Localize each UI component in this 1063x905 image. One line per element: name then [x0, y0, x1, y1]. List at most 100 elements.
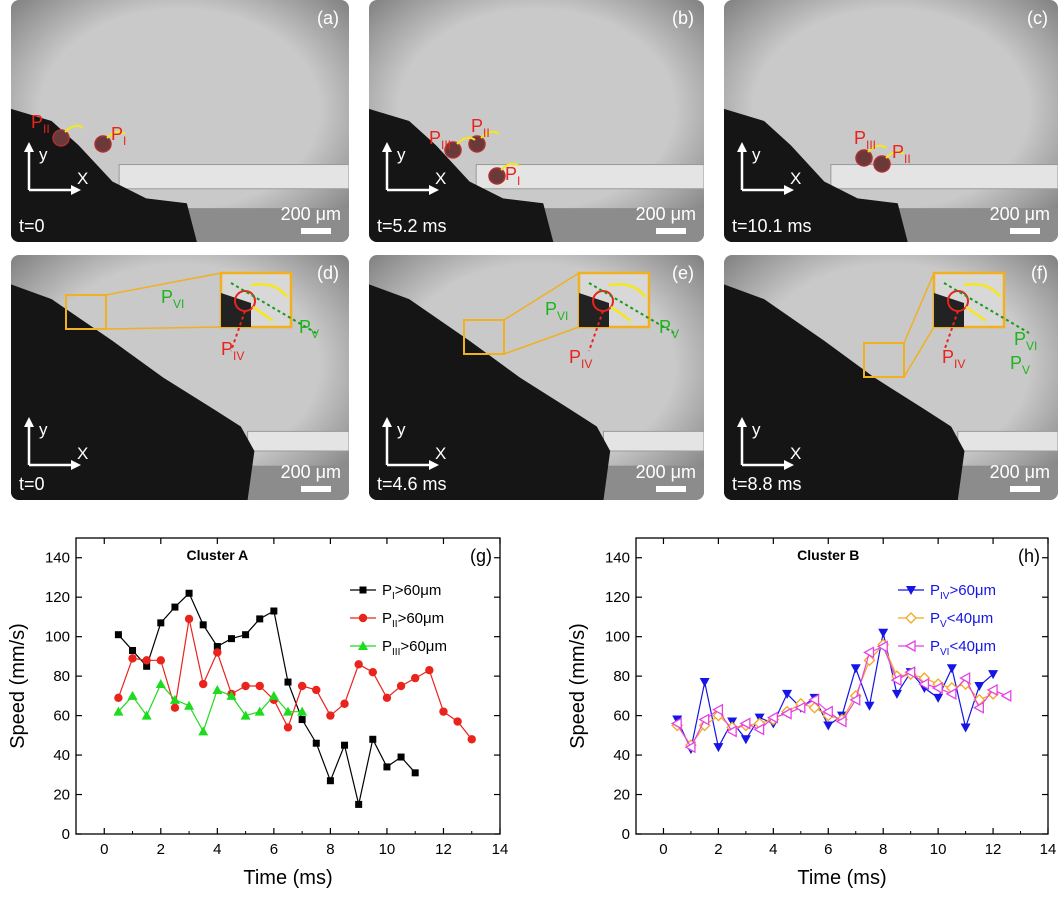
- x-tick-label: 2: [157, 841, 165, 858]
- data-point-III: [283, 706, 293, 716]
- time-label: t=0: [19, 474, 45, 494]
- data-point-III: [184, 700, 195, 710]
- particle-label: PI: [111, 124, 126, 148]
- y-axis-label: y: [752, 420, 761, 439]
- data-point-IV: [960, 723, 971, 733]
- data-point-I: [270, 607, 278, 615]
- data-point-II: [184, 614, 194, 624]
- data-point-II: [213, 648, 222, 657]
- data-point-IV: [891, 689, 902, 699]
- panel-letter: (a): [317, 8, 339, 28]
- data-point-VI: [766, 711, 778, 724]
- y-tick-label: 140: [45, 550, 70, 567]
- data-point-I: [157, 619, 165, 627]
- data-point-II: [241, 681, 250, 691]
- data-point-I: [242, 631, 250, 639]
- data-point-VI: [876, 640, 888, 653]
- data-point-IV: [823, 721, 834, 731]
- data-point-VI: [890, 673, 902, 687]
- data-point-II: [467, 735, 476, 744]
- particle-cluster: [369, 108, 554, 242]
- y-tick-label: 60: [53, 708, 70, 725]
- motion-arrow: [500, 162, 520, 171]
- data-point-III: [254, 706, 265, 716]
- data-point-IV: [850, 664, 861, 674]
- photo-panel-c: y X (c) t=10.1 ms 200 μm PIII PII: [724, 0, 1058, 242]
- particle-label: PI: [505, 164, 520, 188]
- tracked-particle-circle: [52, 129, 70, 147]
- data-point-IV: [740, 735, 751, 745]
- data-point-VI: [849, 693, 861, 706]
- panel-letter: (f): [1031, 263, 1048, 283]
- y-tick-label: 0: [622, 826, 630, 843]
- data-point-III: [297, 706, 308, 716]
- x-axis-title: Time (ms): [797, 867, 886, 889]
- data-point-IV: [878, 628, 889, 638]
- x-tick-label: 0: [100, 841, 108, 858]
- legend-marker: [904, 639, 916, 653]
- data-point-III: [155, 679, 166, 689]
- legend-entry: PV<40μm: [930, 610, 993, 630]
- y-axis-label: y: [397, 420, 406, 439]
- particle-cluster: [724, 108, 908, 242]
- y-tick-label: 20: [613, 787, 630, 804]
- tracked-particle-circle: [444, 141, 462, 159]
- y-tick-label: 60: [613, 708, 630, 725]
- data-point-III: [268, 690, 279, 700]
- scale-bar: [301, 228, 331, 234]
- motion-arrow: [610, 305, 632, 323]
- time-label: t=10.1 ms: [732, 216, 812, 236]
- data-point-VI: [904, 666, 916, 679]
- data-point-II: [128, 654, 137, 663]
- x-tick-label: 12: [985, 841, 1002, 858]
- legend-marker: [358, 641, 368, 650]
- scale-bar-label: 200 μm: [990, 204, 1050, 224]
- data-point-I: [256, 615, 264, 623]
- data-point-I: [397, 753, 405, 761]
- data-point-I: [383, 763, 391, 771]
- scale-bar-label: 200 μm: [636, 462, 696, 482]
- scale-bar-label: 200 μm: [281, 204, 341, 224]
- y-tick-label: 120: [45, 589, 70, 606]
- tracked-particle-circle: [488, 167, 506, 185]
- x-axis-label: X: [435, 169, 446, 188]
- plot-frame: [75, 537, 501, 835]
- legend-marker: [905, 612, 917, 624]
- photo-panel-d: y X (d) t=0 200 μm PVI PIV PV: [11, 255, 349, 500]
- legend-marker: [906, 586, 916, 595]
- green-dotted-line: [588, 282, 675, 334]
- red-dotted-line: [588, 310, 604, 352]
- motion-arrow: [252, 305, 274, 323]
- chart-title: Cluster A: [186, 547, 248, 563]
- data-point-III: [127, 690, 138, 700]
- chart-cluster-b: 0 2 4 6 8 10 12 14 0 20 40 60 80 100 120 140 Time (ms) Sp…: [555, 530, 1063, 900]
- motion-arrow: [480, 130, 500, 139]
- y-tick-label: 20: [53, 787, 70, 804]
- data-point-VI: [821, 705, 833, 718]
- y-tick-label: 40: [613, 747, 630, 764]
- motion-arrow: [456, 136, 476, 145]
- chart-title: Cluster B: [797, 547, 859, 563]
- tracked-particle-circle: [855, 149, 873, 167]
- data-point-VI: [684, 741, 696, 754]
- x-tick-label: 8: [879, 841, 887, 858]
- scale-bar: [301, 486, 331, 492]
- data-point-III: [141, 710, 152, 720]
- data-point-VI: [670, 717, 682, 730]
- data-point-II: [170, 703, 180, 712]
- red-dotted-line: [230, 310, 246, 352]
- x-tick-label: 12: [435, 841, 452, 858]
- data-point-VI: [945, 687, 957, 700]
- x-axis-label: X: [790, 444, 801, 463]
- data-point-II: [368, 667, 377, 677]
- panel-letter: (e): [672, 263, 694, 283]
- motion-arrow: [963, 283, 1002, 298]
- data-point-VI: [725, 725, 737, 738]
- legend-entry: PII>60μm: [382, 610, 444, 630]
- y-axis-label: y: [39, 145, 48, 164]
- data-point-VI: [835, 715, 847, 728]
- data-point-I: [213, 643, 221, 651]
